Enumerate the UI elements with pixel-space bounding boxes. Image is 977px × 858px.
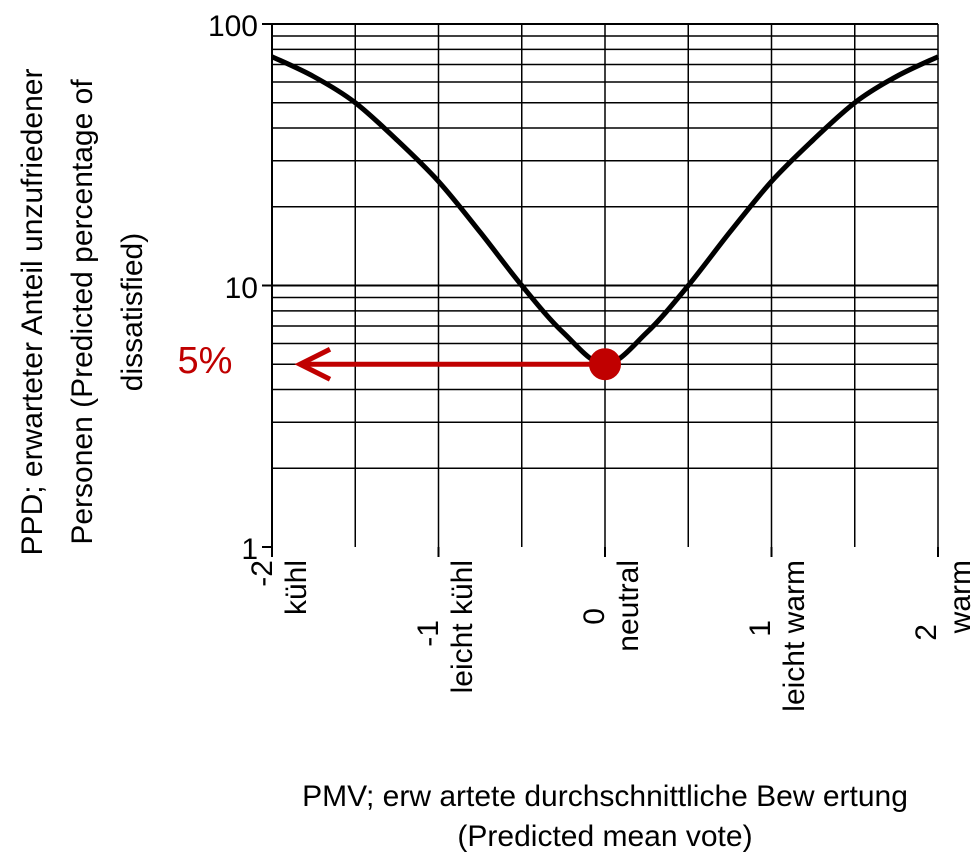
- y-tick-label-1: 1: [241, 533, 258, 566]
- y-tick-label-10: 10: [225, 272, 258, 305]
- y-axis-ticks: [262, 23, 272, 548]
- x-axis-title: PMV; erw artete durchschnittliche Bew er…: [302, 780, 908, 813]
- y-axis-title-line-3: dissatisfied): [116, 233, 149, 391]
- x-tick-word-warm: warm: [944, 560, 977, 634]
- x-tick-label-0: 0: [578, 608, 611, 625]
- x-tick-label-2: 2: [910, 624, 943, 641]
- x-axis-ticks: [271, 547, 939, 557]
- x-tick-label-minus-1: -1: [412, 620, 445, 647]
- x-tick-label-minus-2: -2: [246, 560, 279, 587]
- x-tick-word-neutral: neutral: [612, 560, 645, 652]
- x-axis-subtitle: (Predicted mean vote): [457, 820, 752, 853]
- x-tick-label-1: 1: [744, 620, 777, 637]
- annotation-label: 5%: [178, 340, 233, 382]
- annotation-5-percent: [294, 346, 621, 382]
- x-tick-word-leicht-kuehl: leicht kühl: [446, 560, 479, 693]
- y-tick-label-100: 100: [208, 10, 258, 43]
- y-axis-title-line-1: PPD; erwarteter Anteil unzufriedener: [16, 69, 49, 556]
- x-tick-word-leicht-warm: leicht warm: [778, 560, 811, 712]
- annotation-arrow-head: [294, 346, 332, 382]
- annotation-point: [589, 348, 621, 381]
- y-axis-title-line-2: Personen (Predicted percentage of: [66, 79, 99, 545]
- x-tick-word-kuehl: kühl: [280, 560, 313, 615]
